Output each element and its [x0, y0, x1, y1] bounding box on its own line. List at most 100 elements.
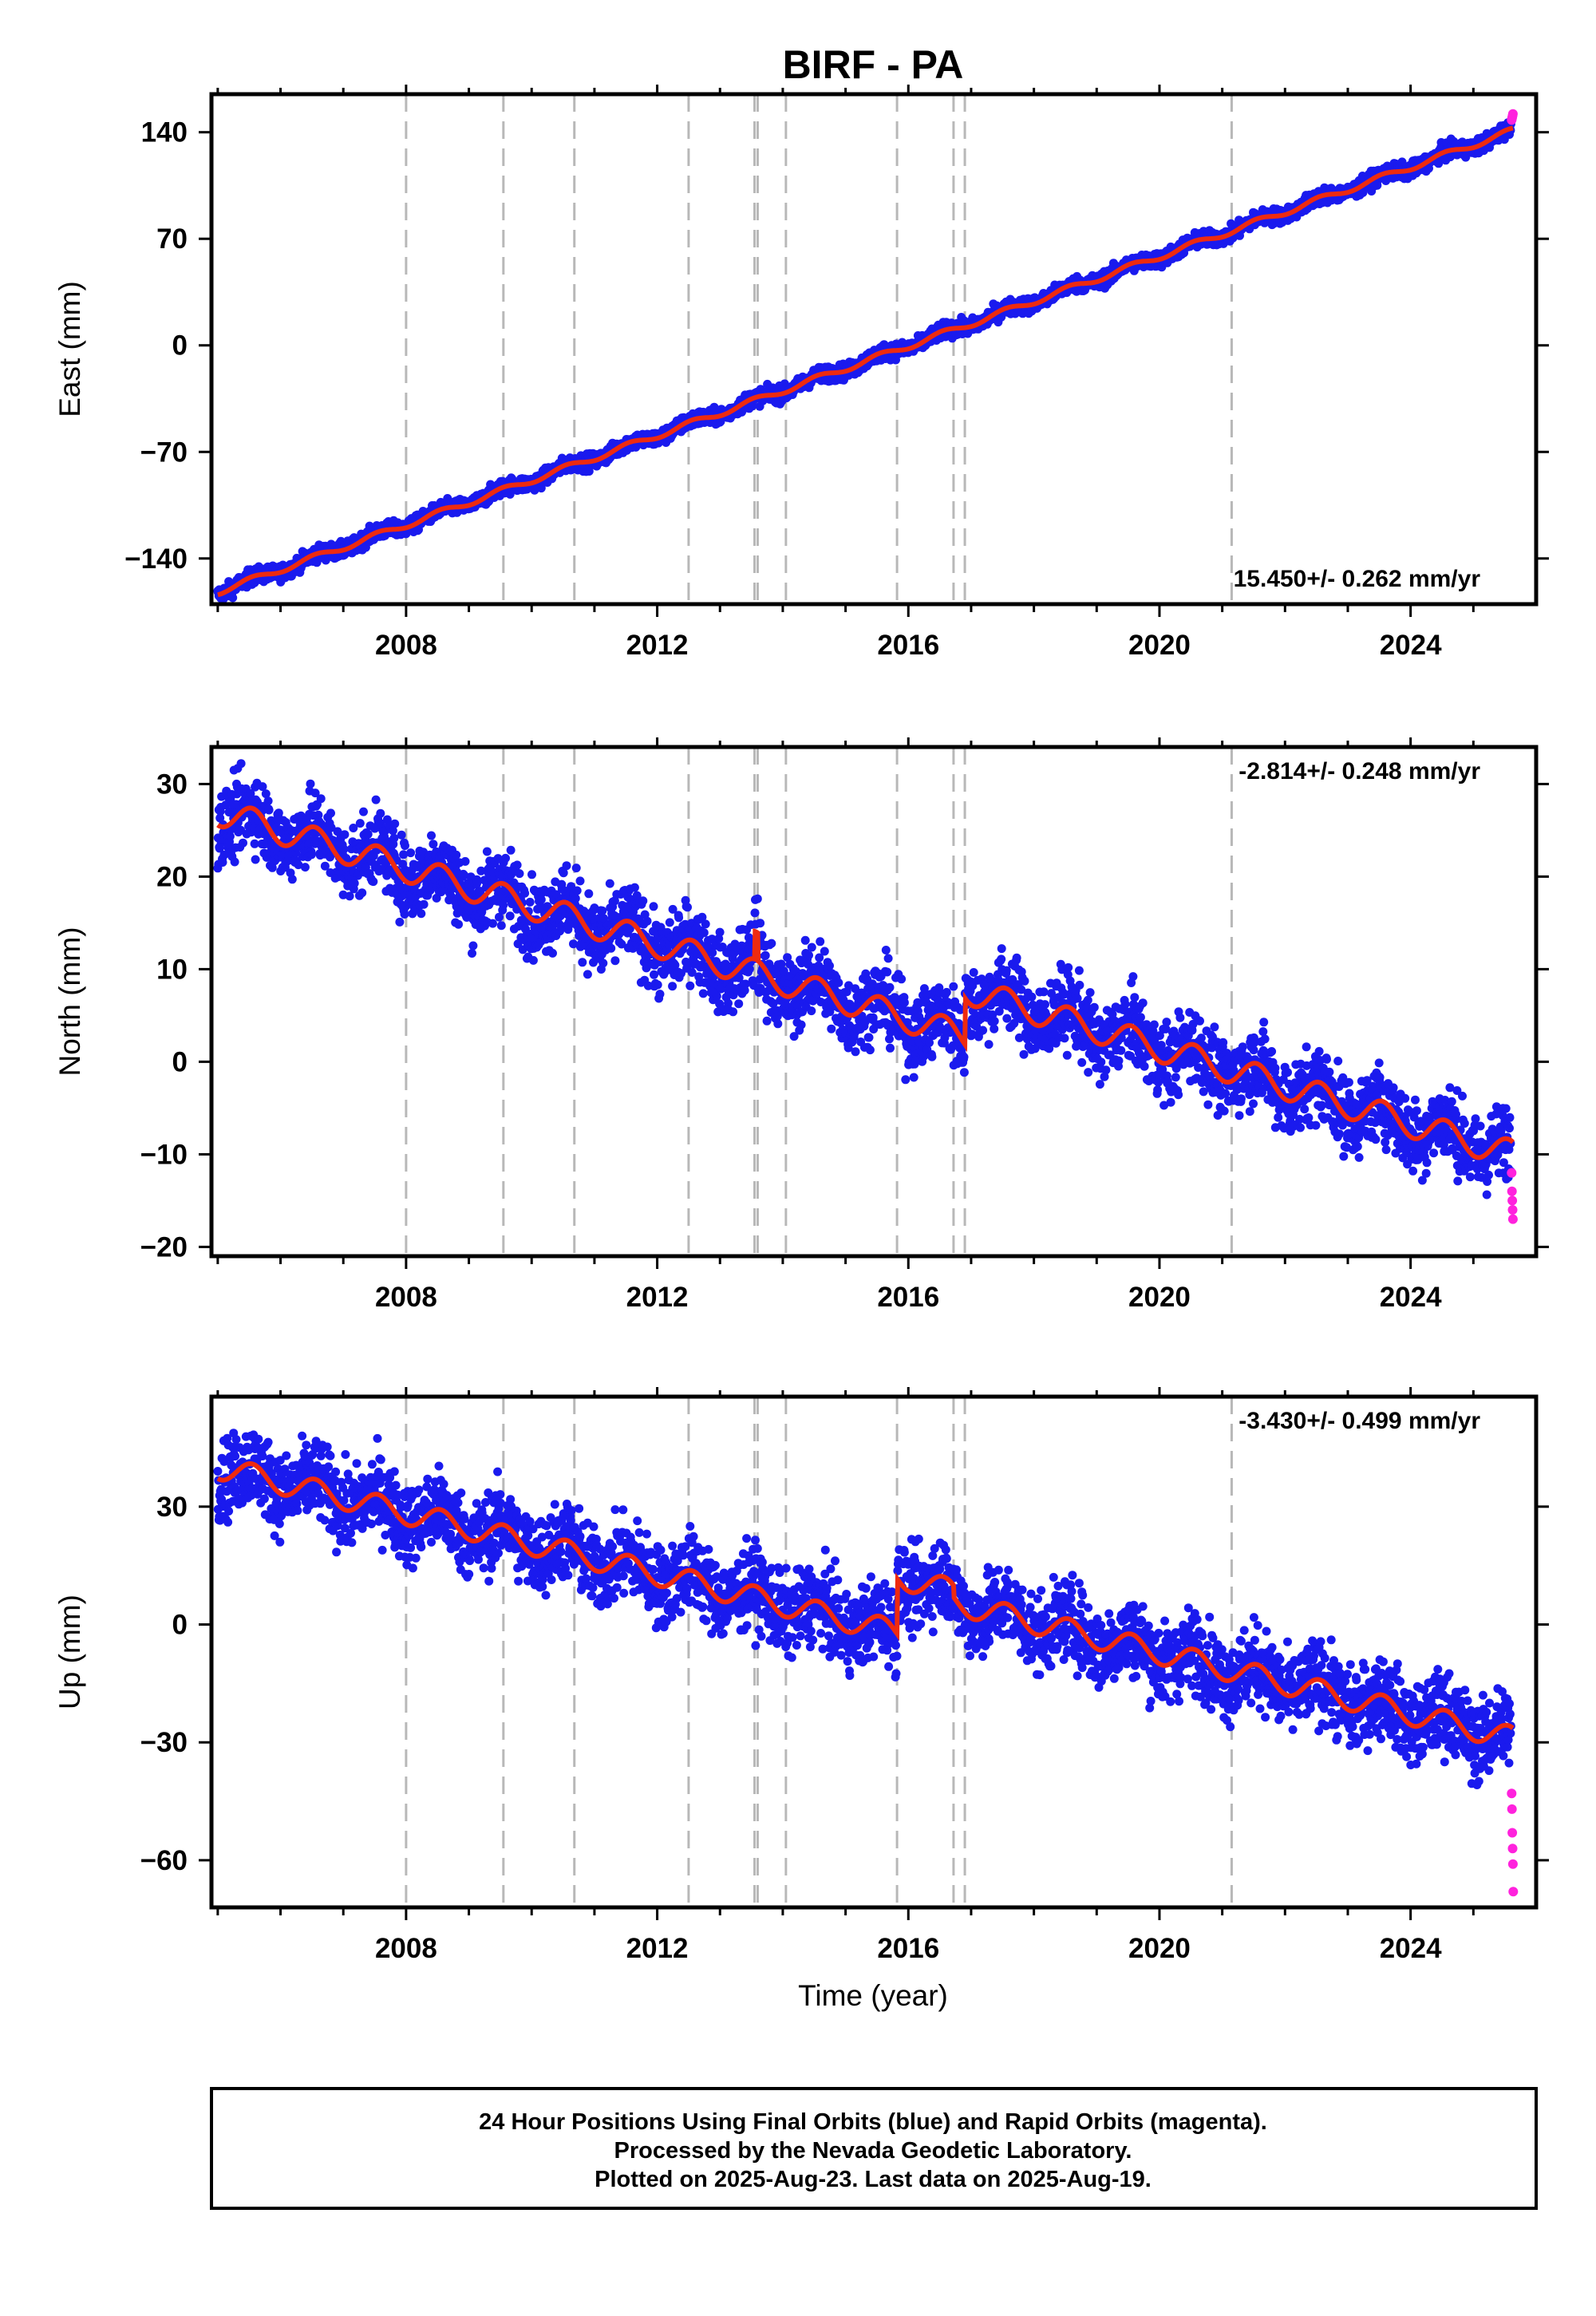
final-orbit-point: [698, 989, 708, 998]
final-orbit-point: [753, 894, 762, 903]
final-orbit-point: [369, 877, 378, 887]
x-tick-label: 2016: [877, 630, 939, 661]
final-orbit-point: [395, 917, 405, 927]
final-orbit-point: [427, 831, 436, 840]
final-orbit-point: [584, 889, 594, 899]
final-orbit-point: [571, 894, 580, 903]
final-orbit-point: [750, 908, 760, 918]
final-orbit-point: [355, 819, 365, 828]
final-orbit-point: [575, 876, 585, 886]
y-tick-label: −140: [124, 543, 188, 575]
final-orbit-point: [358, 888, 367, 898]
final-orbit-point: [218, 858, 227, 867]
final-orbit-point: [598, 906, 607, 915]
final-orbit-point: [683, 903, 692, 912]
final-orbit-point: [729, 1007, 738, 1017]
final-orbit-point: [460, 856, 470, 866]
y-tick-label: 70: [156, 223, 188, 255]
final-orbit-point: [225, 832, 235, 841]
final-orbit-point: [390, 819, 400, 828]
final-orbit-point: [528, 955, 538, 965]
final-orbit-point: [228, 593, 238, 603]
final-orbit-point: [339, 844, 349, 854]
final-orbit-point: [562, 861, 571, 871]
final-orbit-point: [606, 943, 616, 953]
y-tick-label: 140: [141, 117, 188, 148]
final-orbit-point: [512, 860, 522, 870]
final-orbit-point: [482, 847, 492, 856]
final-orbit-point: [605, 879, 614, 888]
final-orbit-point: [501, 853, 510, 863]
final-orbit-point: [668, 982, 678, 991]
x-tick-label: 2020: [1128, 630, 1191, 661]
final-orbit-point: [363, 829, 373, 839]
x-tick-label: 2024: [1380, 630, 1442, 661]
final-orbit-points: [213, 759, 1515, 1199]
final-orbit-point: [230, 857, 239, 867]
final-orbit-point: [316, 794, 326, 804]
final-orbit-point: [496, 921, 506, 931]
final-orbit-point: [389, 833, 399, 843]
final-orbit-point: [340, 830, 350, 840]
final-orbit-point: [520, 888, 530, 898]
final-orbit-point: [505, 911, 515, 921]
final-orbit-point: [638, 896, 648, 906]
final-orbit-point: [715, 927, 725, 937]
x-tick-label: 2008: [375, 630, 437, 661]
final-orbit-point: [397, 830, 406, 840]
final-orbit-point: [598, 958, 608, 968]
final-orbit-point: [306, 850, 316, 860]
final-orbit-point: [371, 795, 381, 804]
final-orbit-point: [264, 805, 274, 815]
final-orbit-point: [610, 956, 620, 966]
final-orbit-point: [506, 845, 516, 855]
final-orbit-point: [419, 899, 429, 909]
final-orbit-point: [655, 990, 665, 999]
final-orbit-point: [583, 970, 592, 979]
final-orbit-point: [417, 909, 426, 919]
final-orbit-point: [515, 869, 524, 879]
final-orbit-point: [306, 779, 315, 788]
final-orbit-point: [525, 897, 535, 907]
final-orbit-point: [452, 850, 461, 860]
final-orbit-point: [734, 999, 744, 1009]
final-orbit-point: [239, 838, 247, 848]
final-orbit-point: [760, 951, 770, 960]
final-orbit-point: [263, 796, 273, 806]
final-orbit-point: [649, 902, 658, 911]
model-line: [217, 125, 1514, 598]
final-orbit-point: [642, 916, 652, 926]
final-orbit-point: [400, 910, 409, 919]
final-orbit-point: [429, 840, 438, 849]
final-orbit-point: [488, 919, 497, 928]
final-orbit-point: [571, 864, 581, 873]
final-orbit-point: [674, 913, 684, 923]
final-orbit-point: [762, 1016, 772, 1026]
final-orbit-point: [650, 970, 658, 979]
final-orbit-point: [699, 928, 709, 938]
final-orbit-point: [287, 875, 297, 884]
y-tick-label: 0: [172, 330, 188, 362]
final-orbit-point: [376, 808, 385, 818]
final-orbit-point: [300, 863, 310, 872]
final-orbit-point: [359, 807, 368, 816]
final-orbit-point: [406, 848, 416, 858]
final-orbit-point: [665, 918, 674, 927]
final-orbit-point: [251, 855, 260, 864]
chart-title: BIRF - PA: [783, 42, 964, 87]
final-orbit-point: [326, 808, 335, 818]
final-orbit-point: [468, 949, 476, 958]
final-orbit-point: [578, 958, 587, 967]
final-orbit-point: [701, 919, 710, 929]
final-orbit-point: [630, 883, 639, 892]
final-orbit-point: [527, 870, 536, 879]
final-orbit-point: [236, 759, 246, 769]
final-orbit-point: [548, 948, 557, 958]
final-orbit-point: [685, 981, 695, 990]
final-orbit-point: [350, 879, 359, 888]
rapid-orbit-point: [1507, 109, 1518, 119]
rate-annotation: 15.450+/- 0.262 mm/yr: [1234, 566, 1481, 592]
